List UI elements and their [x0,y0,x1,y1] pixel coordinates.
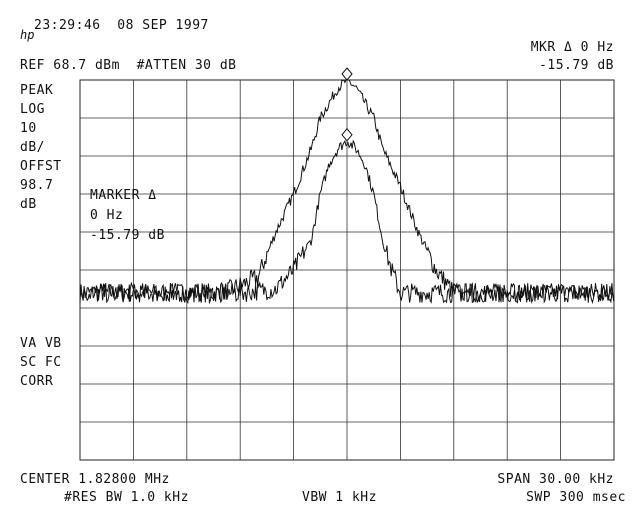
marker-diamond-2 [341,128,353,142]
left-panel-line: dB/ [20,140,45,155]
datetime: 23:29:46 08 SEP 1997 [34,18,209,33]
left-panel-line: OFFST [20,159,62,174]
marker-box-value: -15.79 dB [90,228,165,243]
marker-box-freq: 0 Hz [90,208,124,223]
hp-logo: hp [20,28,35,42]
grid-lines [80,80,614,460]
left-panel-line: CORR [20,374,54,389]
left-panel-line: VA VB [20,336,62,351]
sweep-time: SWP 300 msec [526,490,626,505]
left-panel-line: PEAK [20,83,54,98]
markers [341,67,353,142]
center-frequency: CENTER 1.82800 MHz [20,472,170,487]
trace-2 [79,139,615,305]
ref-level: REF 68.7 dBm #ATTEN 30 dB [20,58,237,73]
left-panel-line: LOG [20,102,45,117]
marker-readout-value: -15.79 dB [539,58,614,73]
left-panel-line: 98.7 [20,178,54,193]
marker-diamond-1 [341,67,353,81]
resolution-bandwidth: #RES BW 1.0 kHz [64,490,189,505]
left-panel-line: dB [20,197,37,212]
video-bandwidth: VBW 1 kHz [302,490,377,505]
marker-readout-title: MKR Δ 0 Hz [530,40,614,55]
marker-box-title: MARKER Δ [90,188,157,203]
left-panel-line: 10 [20,121,37,136]
left-panel-line: SC FC [20,355,62,370]
span: SPAN 30.00 kHz [497,472,614,487]
